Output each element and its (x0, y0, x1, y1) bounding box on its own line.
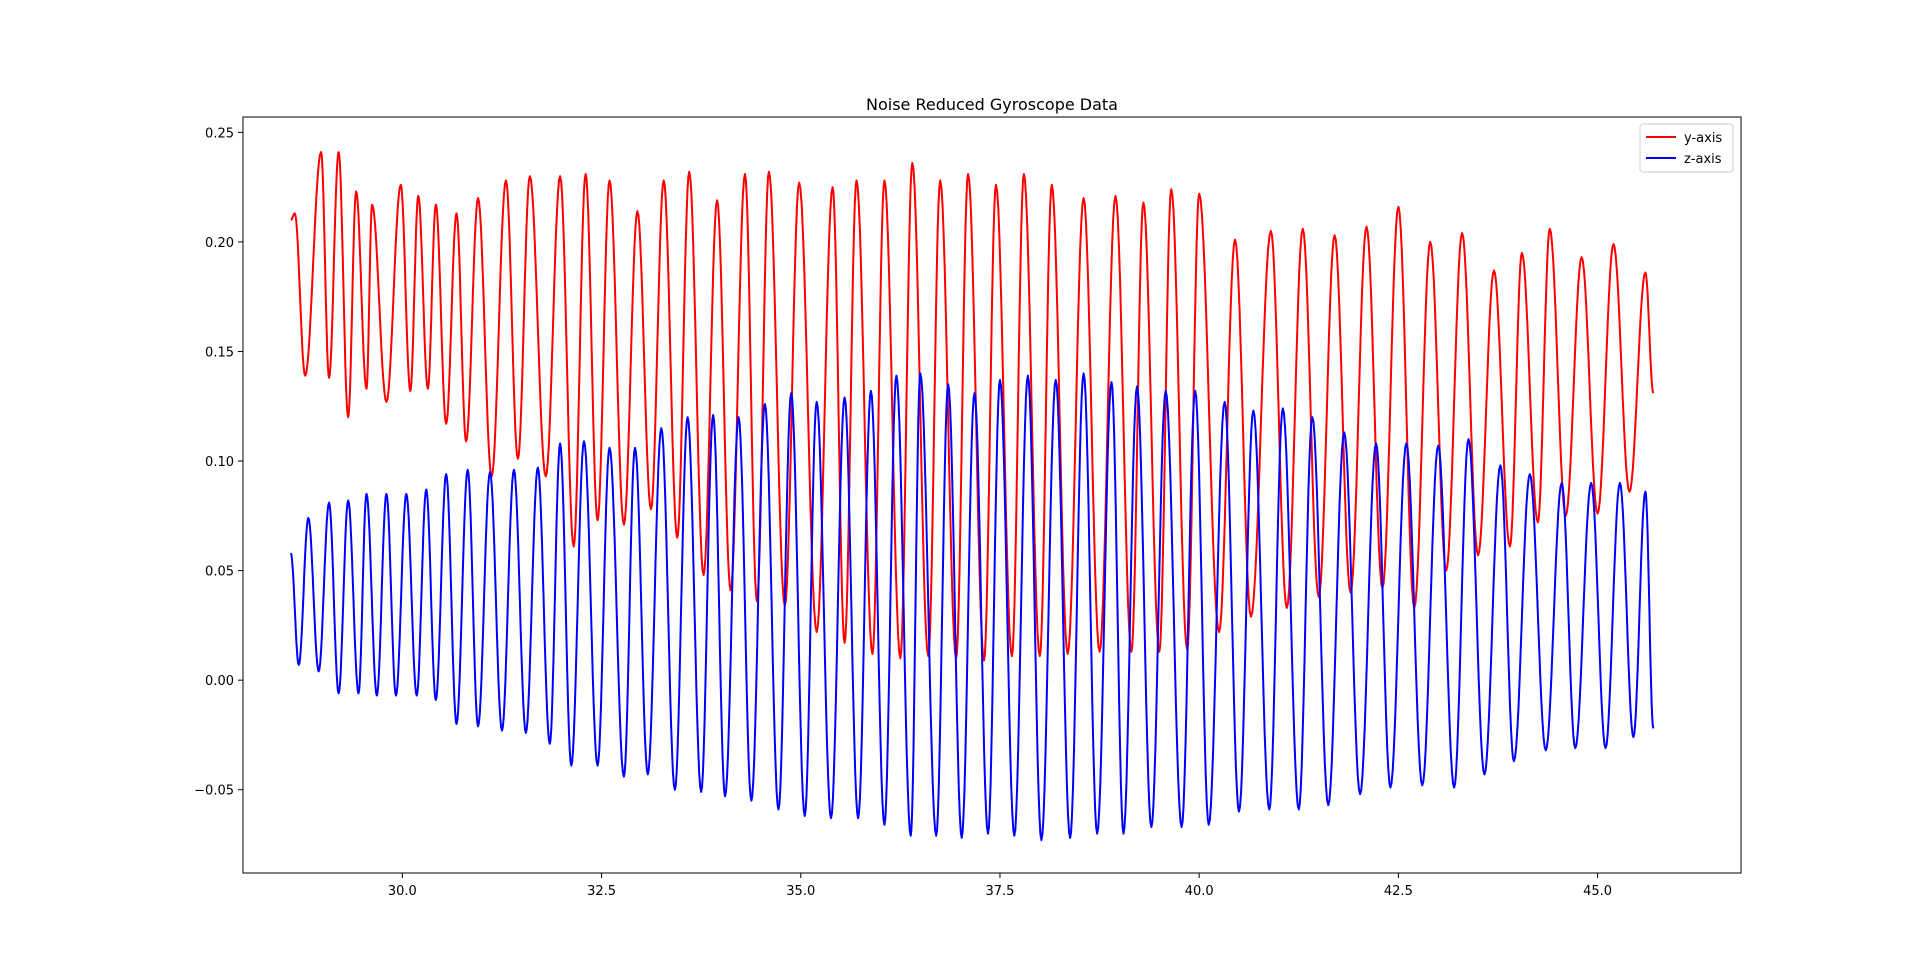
y-tick-label: 0.20 (205, 236, 234, 251)
chart-title: Noise Reduced Gyroscope Data (866, 95, 1118, 114)
series-layer (289, 151, 1655, 842)
legend-label: z-axis (1684, 152, 1722, 167)
y-tick-label: 0.10 (205, 455, 234, 470)
x-tick-label: 37.5 (985, 884, 1014, 899)
series-line-y-axis (290, 151, 1655, 662)
legend: y-axis z-axis (1639, 123, 1734, 173)
y-tick-label: 0.15 (205, 345, 234, 360)
x-tick-label: 45.0 (1583, 884, 1612, 899)
x-axis: 30.0 32.5 35.0 37.5 40.0 42.5 45.0 (388, 873, 1612, 899)
y-axis: −0.05 0.00 0.05 0.10 0.15 0.20 0.25 (194, 126, 243, 799)
x-tick-label: 35.0 (786, 884, 815, 899)
legend-label: y-axis (1684, 131, 1722, 146)
y-tick-label: 0.25 (205, 126, 234, 141)
y-tick-label: 0.05 (205, 565, 234, 580)
x-tick-label: 40.0 (1185, 884, 1214, 899)
x-tick-label: 30.0 (388, 884, 417, 899)
plot-frame (242, 116, 1742, 874)
x-tick-label: 42.5 (1384, 884, 1413, 899)
x-tick-label: 32.5 (587, 884, 616, 899)
y-tick-label: 0.00 (205, 674, 234, 689)
series-line-z-axis (289, 372, 1655, 842)
y-tick-label: −0.05 (194, 784, 234, 799)
